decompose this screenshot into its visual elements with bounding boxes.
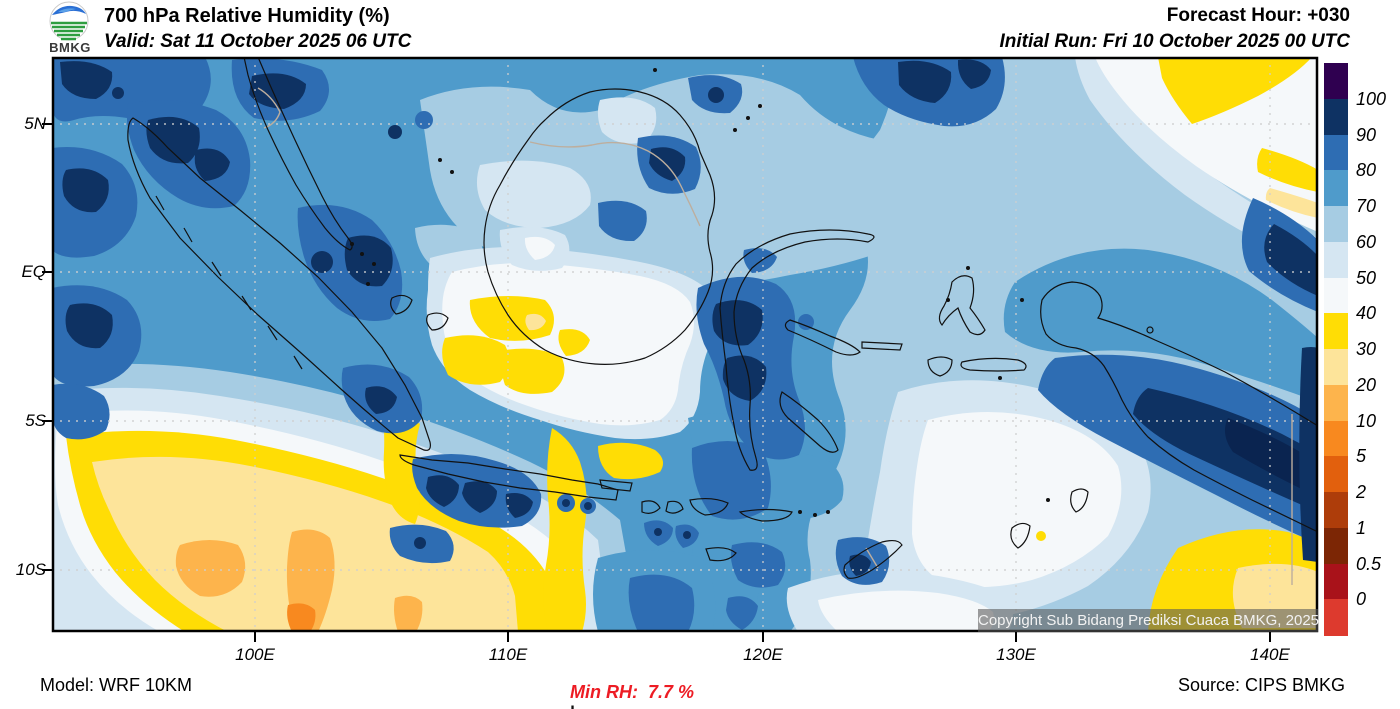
- minmax-line: Min RH: 7.7 % | Max RH: 100.0 %: [550, 661, 713, 709]
- colorbar-segment: [1324, 420, 1348, 457]
- y-tick-label: 5N: [24, 114, 46, 133]
- colorbar-tick-label: 1: [1356, 517, 1367, 538]
- colorbar-segment: [1324, 456, 1348, 493]
- x-tick-label: 130E: [996, 645, 1036, 664]
- initial-run-line: Initial Run: Fri 10 October 2025 00 UTC: [999, 31, 1350, 52]
- colorbar-segment: [1324, 241, 1348, 278]
- gridline-layer: [52, 57, 1318, 632]
- map-frame: [42, 56, 1319, 642]
- colorbar-segment: [1324, 349, 1348, 386]
- colorbar-tick-label: 100: [1356, 88, 1387, 109]
- x-tick-label: 120E: [743, 645, 783, 664]
- colorbar-tick-label: 2: [1356, 482, 1367, 502]
- colorbar-segment: [1324, 563, 1348, 600]
- y-tick-label: 5S: [25, 411, 46, 430]
- model-label: Model: WRF 10KM: [40, 675, 193, 695]
- colorbar-tick-label: 5: [1356, 446, 1367, 467]
- colorbar-segment: [1324, 492, 1348, 529]
- colorbar-tick-label: 90: [1356, 124, 1377, 145]
- source-label: Source: CIPS BMKG: [1177, 675, 1345, 695]
- colorbar-segment: [1324, 134, 1348, 171]
- bmkg-logo-text: BMKG: [49, 40, 91, 55]
- colorbar-tick-label: 50: [1356, 267, 1377, 288]
- x-tick-label: 100E: [235, 645, 275, 664]
- colorbar-segment: [1324, 313, 1348, 350]
- x-tick-label: 140E: [1250, 645, 1290, 664]
- min-rh-label: Min RH:: [570, 682, 638, 702]
- colorbar-segment: [1324, 384, 1348, 421]
- colorbar-tick-label: 70: [1356, 196, 1377, 216]
- colorbar-segment: [1324, 98, 1348, 135]
- coastline-layer: [127, 57, 1318, 579]
- colorbar-tick-label: 0: [1356, 589, 1367, 610]
- colorbar-tick-label: 10: [1356, 410, 1377, 431]
- colorbar-segment: [1324, 63, 1348, 100]
- colorbar-tick-label: 40: [1356, 303, 1377, 324]
- colorbar-tick-label: 0.5: [1356, 553, 1382, 574]
- colorbar-tick-label: 30: [1356, 339, 1377, 359]
- x-tick-label: 110E: [488, 645, 528, 664]
- country-border-layer: [257, 87, 1293, 585]
- forecast-hour-line: Forecast Hour: +030: [1166, 5, 1350, 26]
- colorbar-segment: [1324, 277, 1348, 314]
- colorbar-tick-label: 80: [1356, 160, 1377, 181]
- bmkg-logo-icon: [49, 1, 89, 41]
- page-title: 700 hPa Relative Humidity (%): [104, 5, 390, 27]
- colorbar: [1324, 63, 1348, 636]
- colorbar-segment: [1324, 599, 1348, 636]
- minmax-separator: |: [570, 703, 575, 709]
- colorbar-tick-label: 20: [1356, 374, 1377, 395]
- colorbar-tick-label: 60: [1356, 231, 1377, 252]
- min-rh-value: 7.7 %: [648, 682, 695, 702]
- copyright-watermark: Copyright Sub Bidang Prediksi Cuaca BMKG…: [978, 609, 1319, 632]
- colorbar-segment: [1324, 527, 1348, 564]
- valid-time-line: Valid: Sat 11 October 2025 06 UTC: [104, 31, 412, 52]
- y-tick-label: EQ: [21, 262, 46, 281]
- rh-fill-layer: [52, 57, 1318, 632]
- colorbar-segment: [1324, 206, 1348, 243]
- colorbar-segment: [1324, 170, 1348, 207]
- y-tick-label: 10S: [15, 560, 46, 579]
